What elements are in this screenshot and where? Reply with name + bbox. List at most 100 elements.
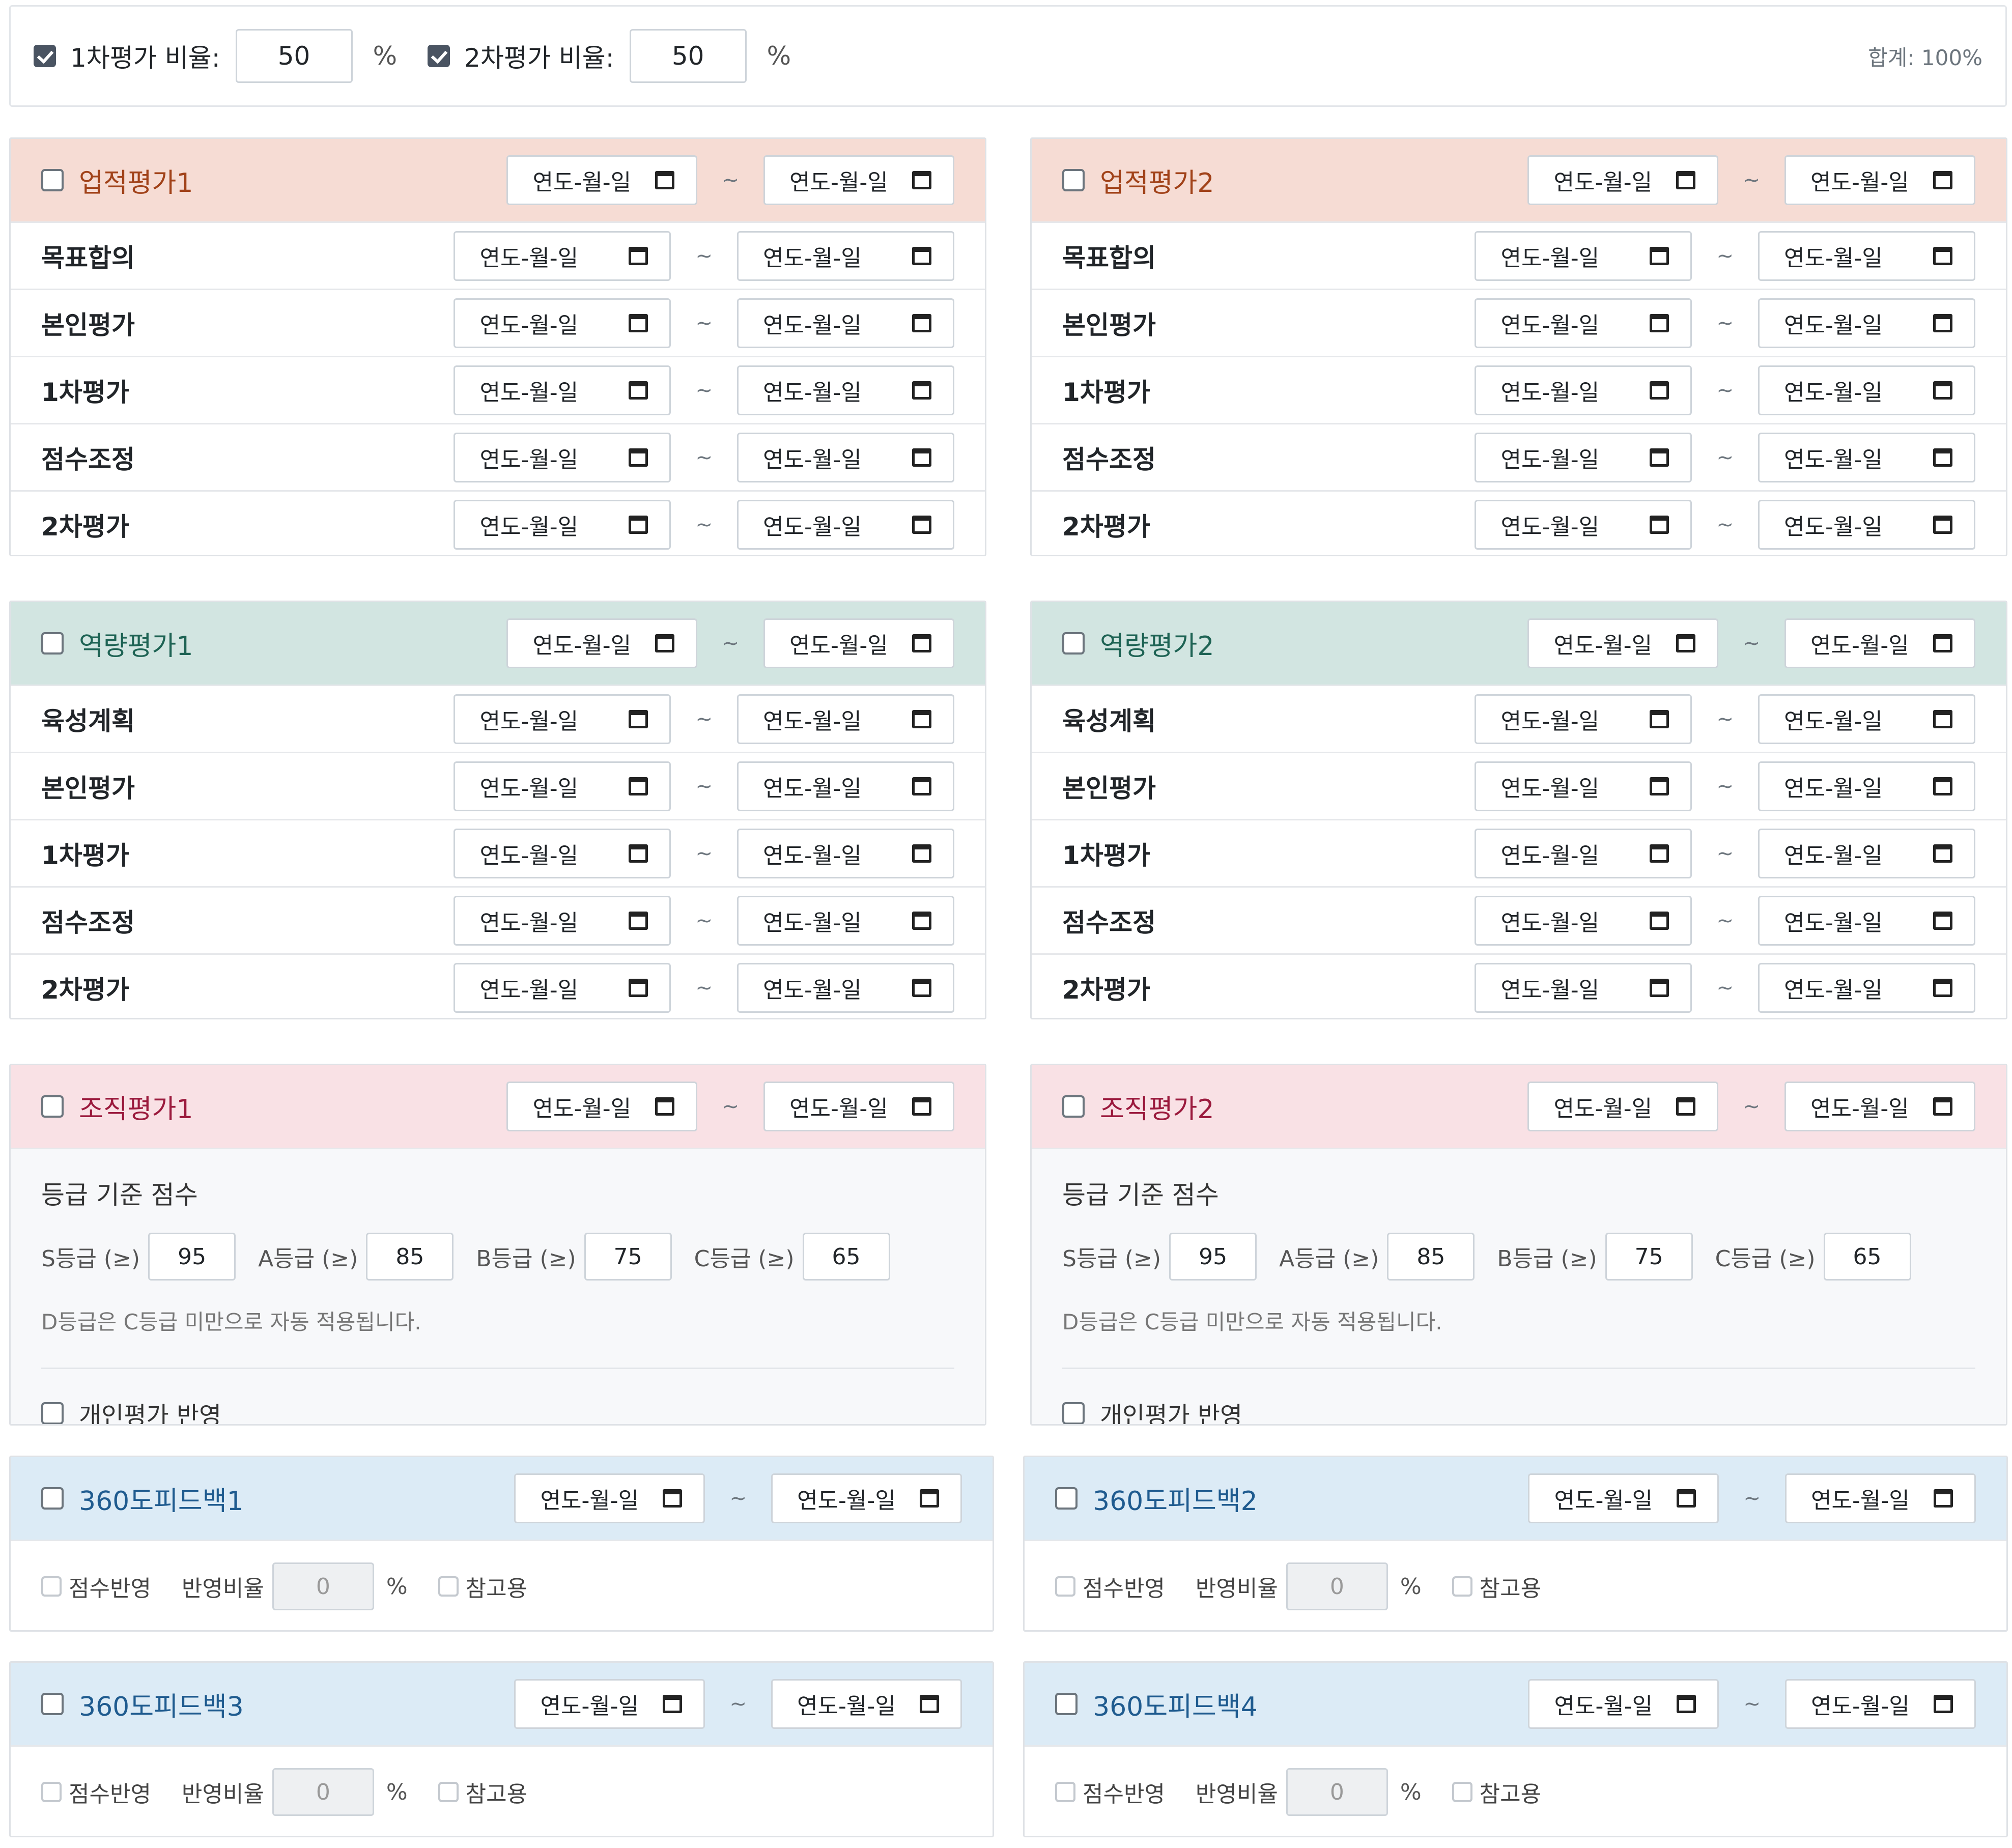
score-apply-checkbox[interactable]: [41, 1782, 62, 1802]
reference-checkbox[interactable]: [438, 1782, 459, 1802]
stage-period: 연도-월-일 ~ 연도-월-일: [1475, 424, 1975, 490]
perf2-period-start-date[interactable]: 연도-월-일: [1527, 155, 1719, 205]
stage-start-date[interactable]: 연도-월-일: [1475, 298, 1692, 348]
fb4-period-end-date[interactable]: 연도-월-일: [1785, 1679, 1976, 1729]
personal-eval-checkbox[interactable]: [41, 1402, 64, 1424]
stage-start-date[interactable]: 연도-월-일: [454, 365, 671, 415]
second-ratio-checkbox[interactable]: [428, 45, 450, 67]
stage-end-date[interactable]: 연도-월-일: [737, 499, 954, 550]
stage-start-date[interactable]: 연도-월-일: [1475, 828, 1692, 878]
stage-end-date[interactable]: 연도-월-일: [737, 828, 954, 878]
org2-enable-checkbox[interactable]: [1062, 1095, 1085, 1118]
grade-score-input[interactable]: 65: [802, 1233, 890, 1281]
score-apply-checkbox[interactable]: [41, 1576, 62, 1597]
stage-start-date[interactable]: 연도-월-일: [454, 962, 671, 1013]
comp2-period-end-date[interactable]: 연도-월-일: [1784, 618, 1975, 668]
stage-end-date[interactable]: 연도-월-일: [1758, 962, 1975, 1013]
stage-start-date[interactable]: 연도-월-일: [1475, 231, 1692, 281]
comp1-enable-checkbox[interactable]: [41, 632, 64, 655]
grade-score-input[interactable]: 75: [1605, 1233, 1693, 1281]
reference-checkbox[interactable]: [438, 1576, 459, 1597]
stage-start-date[interactable]: 연도-월-일: [454, 231, 671, 281]
personal-eval-checkbox[interactable]: [1062, 1402, 1085, 1424]
fb4-enable-checkbox[interactable]: [1055, 1693, 1078, 1715]
apply-ratio-input[interactable]: 0: [1286, 1768, 1388, 1816]
stage-end-date[interactable]: 연도-월-일: [1758, 365, 1975, 415]
stage-end-date[interactable]: 연도-월-일: [1758, 432, 1975, 482]
stage-end-date[interactable]: 연도-월-일: [737, 895, 954, 946]
grade-score-input[interactable]: 85: [1387, 1233, 1475, 1281]
stage-start-date[interactable]: 연도-월-일: [454, 828, 671, 878]
stage-start-date[interactable]: 연도-월-일: [1475, 499, 1692, 550]
comp2-period-start-date[interactable]: 연도-월-일: [1527, 618, 1719, 668]
fb2-period-end-date[interactable]: 연도-월-일: [1785, 1473, 1976, 1523]
fb1-period-end-date[interactable]: 연도-월-일: [771, 1473, 962, 1523]
fb1-enable-checkbox[interactable]: [41, 1487, 64, 1510]
stage-end-date[interactable]: 연도-월-일: [737, 962, 954, 1013]
date-range-separator: ~: [1716, 908, 1734, 932]
stage-end-date[interactable]: 연도-월-일: [1758, 895, 1975, 946]
comp1-period-start-date[interactable]: 연도-월-일: [506, 618, 698, 668]
fb1-period-start-date[interactable]: 연도-월-일: [514, 1473, 705, 1523]
fb4-period-start-date[interactable]: 연도-월-일: [1528, 1679, 1719, 1729]
stage-start-date[interactable]: 연도-월-일: [1475, 694, 1692, 744]
stage-start-date[interactable]: 연도-월-일: [1475, 761, 1692, 811]
stage-end-date[interactable]: 연도-월-일: [737, 761, 954, 811]
score-apply-checkbox[interactable]: [1055, 1782, 1075, 1802]
stage-end-date[interactable]: 연도-월-일: [737, 694, 954, 744]
stage-end-date[interactable]: 연도-월-일: [1758, 298, 1975, 348]
perf1-period-end-date[interactable]: 연도-월-일: [763, 155, 954, 205]
reference-checkbox[interactable]: [1452, 1782, 1472, 1802]
org1-period-end-date[interactable]: 연도-월-일: [763, 1082, 954, 1131]
grade-label: C등급 (≥): [1715, 1246, 1816, 1272]
stage-start-date[interactable]: 연도-월-일: [454, 298, 671, 348]
perf2-period-end-date[interactable]: 연도-월-일: [1784, 155, 1975, 205]
stage-end-date[interactable]: 연도-월-일: [1758, 231, 1975, 281]
apply-ratio-input[interactable]: 0: [272, 1562, 374, 1610]
stage-start-date[interactable]: 연도-월-일: [1475, 895, 1692, 946]
grade-score-input[interactable]: 85: [366, 1233, 454, 1281]
stage-start-date[interactable]: 연도-월-일: [454, 694, 671, 744]
stage-start-date[interactable]: 연도-월-일: [454, 432, 671, 482]
comp2-enable-checkbox[interactable]: [1062, 632, 1085, 655]
stage-start-date[interactable]: 연도-월-일: [454, 895, 671, 946]
org2-period-end-date[interactable]: 연도-월-일: [1784, 1082, 1975, 1131]
stage-end-date[interactable]: 연도-월-일: [737, 231, 954, 281]
fb2-period-start-date[interactable]: 연도-월-일: [1528, 1473, 1719, 1523]
apply-ratio-input[interactable]: 0: [1286, 1562, 1388, 1610]
stage-end-date[interactable]: 연도-월-일: [737, 298, 954, 348]
org2-period-start-date[interactable]: 연도-월-일: [1527, 1082, 1719, 1131]
stage-end-date[interactable]: 연도-월-일: [1758, 828, 1975, 878]
stage-end-date[interactable]: 연도-월-일: [737, 365, 954, 415]
stage-start-date[interactable]: 연도-월-일: [454, 499, 671, 550]
perf1-enable-checkbox[interactable]: [41, 169, 64, 191]
grade-score-input[interactable]: 65: [1823, 1233, 1911, 1281]
stage-start-date[interactable]: 연도-월-일: [1475, 365, 1692, 415]
stage-start-date[interactable]: 연도-월-일: [1475, 432, 1692, 482]
reference-checkbox[interactable]: [1452, 1576, 1472, 1597]
grade-score-input[interactable]: 95: [1169, 1233, 1257, 1281]
stage-end-date[interactable]: 연도-월-일: [1758, 761, 1975, 811]
fb3-period-start-date[interactable]: 연도-월-일: [514, 1679, 705, 1729]
perf1-header: 업적평가1 연도-월-일 ~ 연도-월-일: [11, 139, 985, 221]
stage-end-date[interactable]: 연도-월-일: [1758, 499, 1975, 550]
org1-period-start-date[interactable]: 연도-월-일: [506, 1082, 698, 1131]
grade-score-input[interactable]: 75: [584, 1233, 672, 1281]
grade-score-input[interactable]: 95: [148, 1233, 236, 1281]
perf1-period-start-date[interactable]: 연도-월-일: [506, 155, 698, 205]
fb2-enable-checkbox[interactable]: [1055, 1487, 1078, 1510]
org1-enable-checkbox[interactable]: [41, 1095, 64, 1118]
score-apply-checkbox[interactable]: [1055, 1576, 1075, 1597]
stage-end-date[interactable]: 연도-월-일: [737, 432, 954, 482]
fb3-enable-checkbox[interactable]: [41, 1693, 64, 1715]
stage-start-date[interactable]: 연도-월-일: [454, 761, 671, 811]
stage-start-date[interactable]: 연도-월-일: [1475, 962, 1692, 1013]
fb3-period-end-date[interactable]: 연도-월-일: [771, 1679, 962, 1729]
perf2-enable-checkbox[interactable]: [1062, 169, 1085, 191]
first-ratio-checkbox[interactable]: [34, 45, 56, 67]
second-ratio-input[interactable]: 50: [629, 29, 747, 83]
first-ratio-input[interactable]: 50: [235, 29, 353, 83]
stage-end-date[interactable]: 연도-월-일: [1758, 694, 1975, 744]
comp1-period-end-date[interactable]: 연도-월-일: [763, 618, 954, 668]
apply-ratio-input[interactable]: 0: [272, 1768, 374, 1816]
